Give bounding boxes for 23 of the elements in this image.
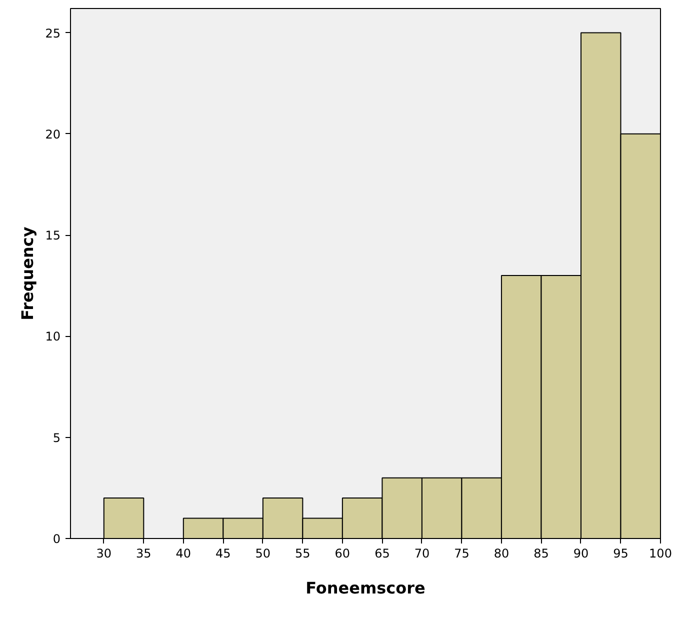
y-tick-label: 25 <box>45 26 61 40</box>
y-tick-label: 5 <box>52 430 61 445</box>
x-tick-label: 95 <box>613 546 628 560</box>
x-tick-label: 70 <box>414 546 430 560</box>
x-tick-label: 65 <box>374 546 390 560</box>
x-tick-label: 55 <box>295 546 310 560</box>
x-tick-label: 85 <box>534 546 549 560</box>
x-tick-label: 35 <box>136 546 152 560</box>
y-axis-title: Frequency <box>18 226 38 320</box>
x-tick-label: 40 <box>176 546 192 560</box>
y-tick-label: 0 <box>52 532 61 546</box>
x-tick-label: 30 <box>96 546 112 560</box>
x-axis-title: Foneemscore <box>306 578 426 598</box>
x-tick-label: 100 <box>649 546 672 560</box>
x-tick-label: 90 <box>573 546 589 560</box>
y-tick-label: 15 <box>45 228 61 243</box>
x-tick-label: 75 <box>454 546 470 560</box>
x-tick-label: 45 <box>216 546 231 560</box>
x-tick-label: 50 <box>255 546 271 560</box>
y-tick-label: 20 <box>45 127 61 142</box>
x-tick-label: 60 <box>334 546 350 560</box>
x-tick-label: 80 <box>494 546 510 560</box>
y-tick-label: 10 <box>45 330 61 344</box>
